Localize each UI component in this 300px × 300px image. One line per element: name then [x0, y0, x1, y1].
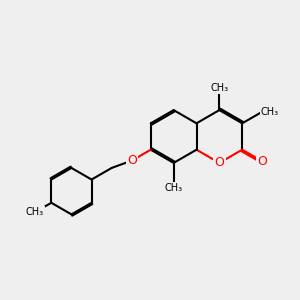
Text: O: O [257, 155, 267, 168]
Text: CH₃: CH₃ [165, 182, 183, 193]
Text: O: O [127, 154, 137, 167]
Text: O: O [214, 156, 224, 170]
Text: CH₃: CH₃ [261, 107, 279, 118]
Text: CH₃: CH₃ [210, 83, 228, 94]
Text: CH₃: CH₃ [26, 207, 44, 217]
